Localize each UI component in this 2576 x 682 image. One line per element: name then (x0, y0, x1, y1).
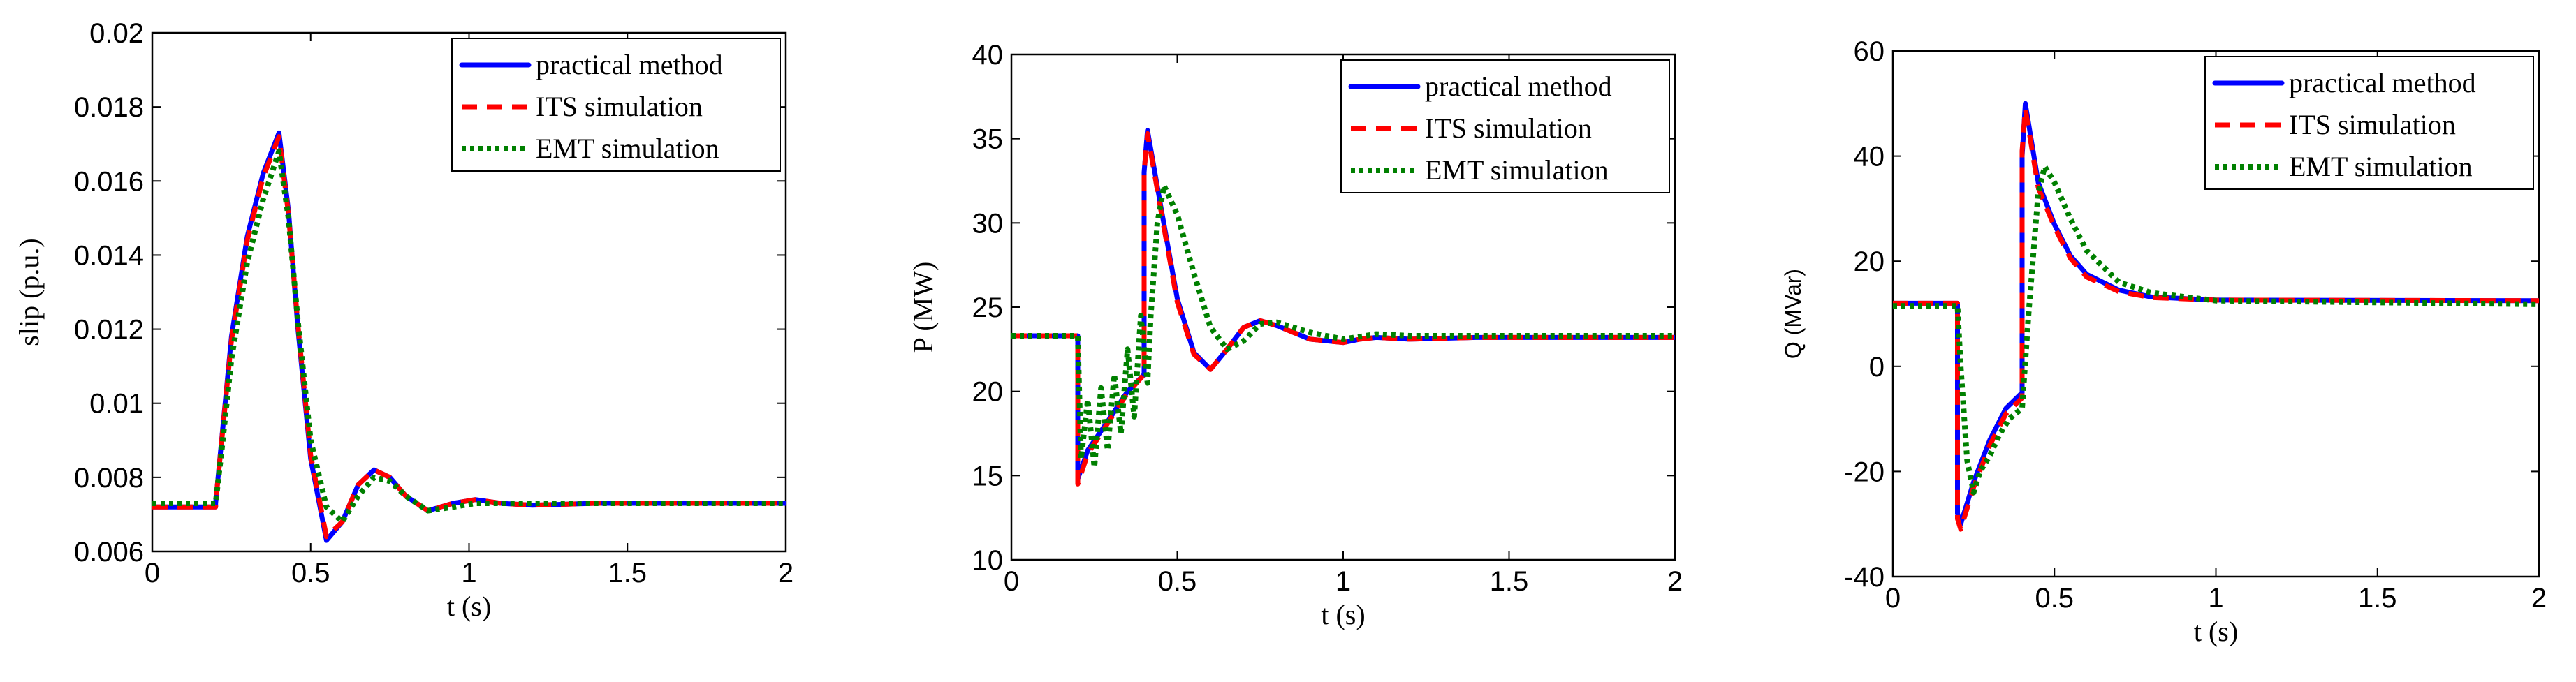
y-tick-label: 0.018 (74, 92, 144, 123)
x-tick-label: 1.5 (1490, 566, 1529, 597)
x-axis-label: t (s) (447, 591, 491, 622)
slip-panel: 0 0.5 1 1.5 2 0.006 0.008 0.01 0.012 0.014 0.016 0.… (13, 18, 793, 622)
x-tick-label: 1 (1335, 566, 1351, 597)
y-tick-label: 15 (972, 461, 1004, 491)
series-line-its-simulation (1011, 131, 1675, 487)
x-tick-label: 0 (1004, 566, 1019, 597)
legend-label: ITS simulation (2289, 109, 2456, 140)
y-tick-label: 20 (972, 377, 1004, 408)
x-tick-label: 2 (2531, 583, 2547, 614)
y-tick-label: 10 (972, 545, 1004, 576)
y-tick-label: 0.016 (74, 166, 144, 197)
legend-label: practical method (2289, 67, 2476, 98)
legend: practical method ITS simulation EMT simula… (1340, 59, 1670, 193)
y-tick-label: 0.006 (74, 537, 144, 568)
x-tick-label: 1 (2208, 583, 2223, 614)
y-tick-label: 60 (1854, 36, 1885, 67)
legend-label: ITS simulation (536, 91, 703, 122)
x-axis-label: t (s) (1321, 599, 1365, 630)
y-tick-label: 25 (972, 292, 1004, 323)
x-tick-label: 1.5 (608, 558, 647, 588)
y-tick-label: 0.008 (74, 463, 144, 494)
y-tick-label: -40 (1844, 562, 1885, 593)
series-group (1893, 101, 2539, 532)
x-axis-label: t (s) (2194, 616, 2238, 647)
legend-label: ITS simulation (1425, 112, 1592, 144)
legend-label: practical method (536, 49, 723, 80)
legend-label: EMT simulation (536, 133, 719, 164)
y-tick-label: 40 (972, 40, 1004, 71)
power-panel: 0 0.5 1 1.5 2 10 15 20 25 30 35 40 t (s) P (MW) practi… (907, 40, 1683, 630)
y-axis-label: slip (p.u.) (13, 238, 45, 346)
x-tick-label: 0.5 (1158, 566, 1197, 597)
legend: practical method ITS simulation EMT simula… (2204, 56, 2534, 190)
y-tick-label: 20 (1854, 246, 1885, 277)
legend-label: practical method (1425, 71, 1612, 102)
reactive-power-panel: 0 0.5 1 1.5 2 -40 -20 0 20 40 60 t (s) Q (MVar) pract… (1780, 36, 2547, 647)
legend: practical method ITS simulation EMT simula… (451, 38, 781, 172)
y-tick-label: 40 (1854, 142, 1885, 172)
legend-label: EMT simulation (2289, 151, 2473, 182)
y-tick-label: 0 (1869, 352, 1885, 383)
y-axis-label: P (MW) (907, 262, 939, 353)
series-line-emt-simulation (152, 148, 786, 525)
y-axis-label: Q (MVar) (1780, 269, 1806, 359)
legend-label: EMT simulation (1425, 154, 1609, 186)
x-tick-label: 1 (461, 558, 476, 588)
x-tick-label: 1.5 (2358, 583, 2397, 614)
y-tick-label: 35 (972, 124, 1004, 155)
series-group (1011, 128, 1675, 487)
y-tick-label: 0.014 (74, 240, 144, 271)
y-tick-label: 0.02 (89, 18, 144, 49)
y-tick-label: -20 (1844, 457, 1885, 487)
series-line-emt-simulation (1011, 183, 1675, 470)
y-tick-label: 0.01 (89, 389, 144, 420)
series-line-its-simulation (1893, 106, 2539, 532)
x-tick-label: 2 (1667, 566, 1683, 597)
y-tick-label: 30 (972, 208, 1004, 239)
series-line-its-simulation (152, 134, 786, 540)
x-tick-label: 0.5 (2035, 583, 2074, 614)
y-tick-label: 0.012 (74, 315, 144, 346)
x-tick-label: 0 (145, 558, 160, 588)
x-tick-label: 0 (1885, 583, 1901, 614)
x-tick-label: 0.5 (291, 558, 330, 588)
x-tick-label: 2 (778, 558, 793, 588)
series-group (152, 130, 786, 543)
